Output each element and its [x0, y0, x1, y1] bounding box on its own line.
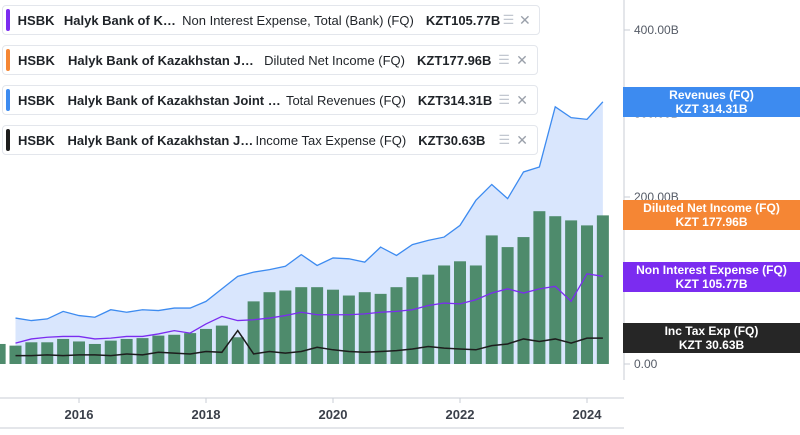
net-income-bar	[596, 215, 609, 364]
net-income-bar	[41, 342, 54, 364]
close-icon[interactable]: ✕	[516, 91, 528, 108]
company-name: Halyk Bank of Kazakhstan Joint …	[68, 52, 258, 68]
net-income-bar	[327, 289, 339, 364]
layers-icon[interactable]: ☰	[502, 12, 515, 27]
layers-icon[interactable]: ☰	[498, 132, 511, 147]
series-color-swatch	[6, 9, 10, 31]
legend-item-income-tax-expense[interactable]: HSBK Halyk Bank of Kazakhstan Joint … In…	[2, 125, 538, 155]
net-income-bar	[263, 292, 276, 364]
badge-name: Inc Tax Exp (FQ)	[664, 324, 759, 338]
net-income-bar	[422, 274, 435, 364]
metric-name: Non Interest Expense, Total (Bank) (FQ)	[182, 12, 414, 28]
net-income-bar	[25, 342, 38, 364]
y-tick-label: 400.00B	[634, 23, 679, 37]
metric-name: Diluted Net Income (FQ)	[264, 52, 405, 68]
series-layer	[0, 101, 609, 364]
badge-name: Revenues (FQ)	[669, 88, 754, 102]
net-income-bar	[136, 338, 149, 364]
legend-item-total-revenues[interactable]: HSBK Halyk Bank of Kazakhstan Joint Sto……	[2, 85, 538, 115]
net-income-bar	[73, 341, 85, 364]
metric-name: Income Tax Expense (FQ)	[255, 132, 407, 148]
net-income-bar	[533, 211, 546, 364]
x-tick-label: 2016	[65, 407, 94, 422]
non-interest-expense-line	[15, 273, 603, 344]
net-income-bar	[311, 287, 324, 364]
net-income-bar	[454, 261, 466, 364]
net-income-bar	[88, 343, 101, 364]
net-income-bar	[0, 343, 6, 364]
price-badge-revenues: Revenues (FQ) KZT 314.31B	[623, 87, 800, 117]
metric-value: KZT177.96B	[417, 52, 492, 68]
net-income-bar	[565, 220, 578, 364]
net-income-bar	[184, 333, 197, 364]
metric-value: KZT30.63B	[418, 132, 486, 148]
close-icon[interactable]: ✕	[516, 131, 528, 148]
x-tick-label: 2018	[192, 407, 221, 422]
net-income-bar	[374, 293, 387, 364]
net-income-bar	[485, 235, 498, 364]
net-income-bar	[390, 287, 403, 364]
net-income-bar	[215, 325, 228, 364]
x-tick-label: 2024	[573, 407, 603, 422]
price-badge-non-interest-expense: Non Interest Expense (FQ) KZT 105.77B	[623, 262, 800, 292]
ticker-label: HSBK	[17, 132, 55, 148]
y-tick-label: 0.00	[634, 357, 658, 371]
net-income-bar	[168, 334, 181, 364]
net-income-bar	[581, 225, 593, 364]
metric-value: KZT314.31B	[417, 92, 493, 108]
net-income-bar	[358, 292, 371, 364]
income-tax-expense-line	[15, 329, 603, 357]
net-income-bar	[9, 345, 22, 364]
metric-name: Total Revenues (FQ)	[285, 92, 406, 108]
badge-name: Diluted Net Income (FQ)	[643, 201, 780, 215]
net-income-bar	[469, 265, 482, 364]
company-name: Halyk Bank of Kazakhstan Joint …	[67, 132, 256, 148]
net-income-bar	[549, 216, 562, 364]
net-income-bar	[295, 287, 308, 364]
badge-value: KZT 30.63B	[678, 338, 745, 352]
layers-icon[interactable]: ☰	[498, 92, 511, 107]
badge-value: KZT 177.96B	[675, 215, 748, 229]
net-income-bar	[57, 338, 70, 364]
layers-icon[interactable]: ☰	[498, 52, 510, 67]
net-income-bar	[501, 247, 514, 364]
series-color-swatch	[6, 49, 10, 71]
price-badge-diluted-net-income: Diluted Net Income (FQ) KZT 177.96B	[623, 200, 800, 230]
company-name: Halyk Bank of Kazak…	[63, 12, 182, 28]
legend-item-diluted-net-income[interactable]: HSBK Halyk Bank of Kazakhstan Joint … Di…	[2, 45, 538, 75]
x-tick-label: 2022	[446, 407, 475, 422]
net-income-bar	[279, 290, 292, 364]
net-income-bar	[152, 335, 165, 364]
close-icon[interactable]: ✕	[518, 11, 531, 28]
net-income-bar	[438, 265, 451, 364]
badge-name: Non Interest Expense (FQ)	[636, 263, 787, 277]
x-tick-label: 2020	[319, 407, 348, 422]
company-name: Halyk Bank of Kazakhstan Joint Sto…	[67, 92, 286, 108]
net-income-bar	[104, 340, 117, 364]
ticker-label: HSBK	[18, 52, 55, 68]
ticker-label: HSBK	[17, 12, 55, 28]
net-income-bar	[342, 295, 355, 364]
net-income-bar	[231, 337, 244, 364]
revenue-line	[15, 101, 604, 322]
ticker-label: HSBK	[17, 92, 55, 108]
series-color-swatch	[6, 89, 10, 111]
badge-value: KZT 105.77B	[675, 277, 748, 291]
net-income-bar	[200, 328, 212, 364]
net-income-bar	[406, 277, 419, 364]
legend-item-non-interest-expense[interactable]: HSBK Halyk Bank of Kazak… Non Interest E…	[2, 5, 540, 35]
close-icon[interactable]: ✕	[516, 51, 528, 68]
net-income-bar	[120, 338, 133, 364]
price-badge-income-tax-expense: Inc Tax Exp (FQ) KZT 30.63B	[623, 323, 800, 353]
metric-value: KZT105.77B	[425, 12, 501, 28]
badge-value: KZT 314.31B	[675, 102, 748, 116]
series-color-swatch	[6, 129, 10, 151]
net-income-bar	[517, 237, 530, 364]
